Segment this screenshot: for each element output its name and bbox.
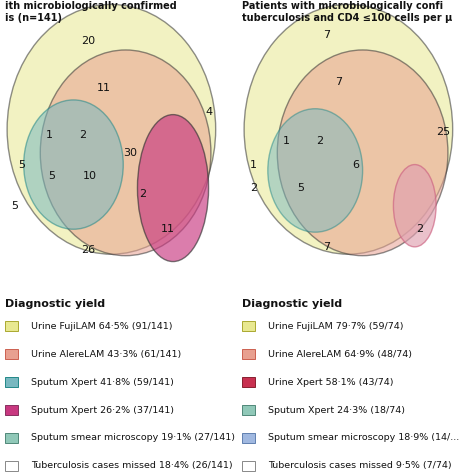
Text: 11: 11 <box>97 83 111 93</box>
FancyBboxPatch shape <box>5 321 18 331</box>
Ellipse shape <box>268 109 363 232</box>
FancyBboxPatch shape <box>242 321 255 331</box>
Ellipse shape <box>24 100 123 229</box>
Text: 26: 26 <box>81 245 95 255</box>
Text: 5: 5 <box>298 183 304 193</box>
Text: 7: 7 <box>323 242 331 252</box>
Ellipse shape <box>137 115 209 262</box>
Ellipse shape <box>277 50 448 255</box>
Text: 2: 2 <box>416 224 423 234</box>
Text: 7: 7 <box>323 30 331 40</box>
Text: Diagnostic yield: Diagnostic yield <box>5 299 105 309</box>
Text: 10: 10 <box>83 171 97 182</box>
Text: 1: 1 <box>250 160 257 170</box>
Text: 25: 25 <box>436 127 450 137</box>
Text: Sputum Xpert 24·3% (18/74): Sputum Xpert 24·3% (18/74) <box>268 406 405 415</box>
Text: Urine FujiLAM 64·5% (91/141): Urine FujiLAM 64·5% (91/141) <box>31 322 173 331</box>
FancyBboxPatch shape <box>242 405 255 415</box>
Text: Sputum smear microscopy 18·9% (14/...: Sputum smear microscopy 18·9% (14/... <box>268 434 459 442</box>
Ellipse shape <box>244 4 453 254</box>
FancyBboxPatch shape <box>5 433 18 443</box>
Ellipse shape <box>40 50 211 255</box>
Text: ith microbiologically confirmed
is (n=141): ith microbiologically confirmed is (n=14… <box>5 1 176 23</box>
FancyBboxPatch shape <box>242 461 255 471</box>
Text: 5: 5 <box>11 201 18 211</box>
Text: Tuberculosis cases missed 9·5% (7/74): Tuberculosis cases missed 9·5% (7/74) <box>268 461 451 470</box>
Text: Urine AlereLAM 64·9% (48/74): Urine AlereLAM 64·9% (48/74) <box>268 350 412 359</box>
Text: 2: 2 <box>138 189 146 199</box>
Text: 7: 7 <box>335 77 343 87</box>
Text: Sputum Xpert 26·2% (37/141): Sputum Xpert 26·2% (37/141) <box>31 406 174 415</box>
FancyBboxPatch shape <box>5 349 18 359</box>
Text: 2: 2 <box>316 136 324 146</box>
Text: Patients with microbiologically confi
tuberculosis and CD4 ≤100 cells per μ: Patients with microbiologically confi tu… <box>242 1 452 23</box>
Text: Urine AlereLAM 43·3% (61/141): Urine AlereLAM 43·3% (61/141) <box>31 350 181 359</box>
Text: Tuberculosis cases missed 18·4% (26/141): Tuberculosis cases missed 18·4% (26/141) <box>31 461 232 470</box>
FancyBboxPatch shape <box>5 377 18 387</box>
Text: 1: 1 <box>283 136 290 146</box>
Text: Diagnostic yield: Diagnostic yield <box>242 299 342 309</box>
Text: 20: 20 <box>81 36 95 46</box>
Text: Urine FujiLAM 79·7% (59/74): Urine FujiLAM 79·7% (59/74) <box>268 322 403 331</box>
Text: Sputum Xpert 41·8% (59/141): Sputum Xpert 41·8% (59/141) <box>31 378 173 387</box>
Text: 5: 5 <box>49 171 55 182</box>
FancyBboxPatch shape <box>5 405 18 415</box>
Text: 2: 2 <box>250 183 257 193</box>
FancyBboxPatch shape <box>5 461 18 471</box>
Text: 1: 1 <box>46 130 53 140</box>
Text: 4: 4 <box>205 107 212 117</box>
Text: 5: 5 <box>18 160 25 170</box>
Text: Urine Xpert 58·1% (43/74): Urine Xpert 58·1% (43/74) <box>268 378 393 387</box>
FancyBboxPatch shape <box>242 349 255 359</box>
Ellipse shape <box>7 4 216 254</box>
Text: 11: 11 <box>161 224 175 234</box>
FancyBboxPatch shape <box>242 377 255 387</box>
Text: 2: 2 <box>79 130 87 140</box>
Text: Sputum smear microscopy 19·1% (27/141): Sputum smear microscopy 19·1% (27/141) <box>31 434 235 442</box>
Ellipse shape <box>393 164 436 247</box>
Text: 30: 30 <box>123 148 137 158</box>
FancyBboxPatch shape <box>242 433 255 443</box>
Text: 6: 6 <box>352 160 359 170</box>
